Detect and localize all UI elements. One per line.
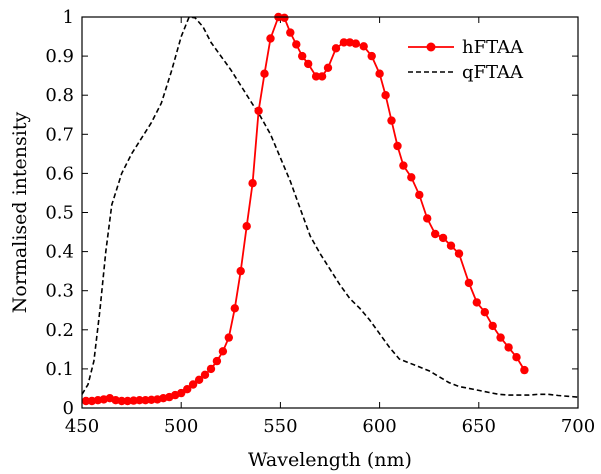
legend-label-hFTAA: hFTAA [462, 37, 524, 58]
y-tick-label-0.5: 0.5 [45, 203, 74, 224]
data-point-hFTAA-57 [446, 241, 456, 250]
data-point-hFTAA-56 [438, 233, 448, 243]
data-point-hFTAA-46 [367, 51, 376, 61]
legend: hFTAA qFTAA [408, 37, 524, 83]
x-tick-label-600: 600 [362, 416, 396, 437]
y-tick-label-0.1: 0.1 [45, 359, 74, 380]
data-point-hFTAA-21 [206, 364, 216, 374]
data-point-hFTAA-27 [242, 222, 251, 231]
data-point-hFTAA-48 [381, 91, 390, 100]
x-axis-label: Wavelength (nm) [248, 449, 412, 471]
data-point-hFTAA-0 [81, 396, 91, 406]
data-point-hFTAA-22 [212, 356, 222, 366]
legend-label-qFTAA: qFTAA [462, 62, 524, 83]
series-line-qFTAA [81, 16, 579, 398]
data-point-hFTAA-39 [317, 72, 327, 81]
y-axis-label: Normalised intensity [9, 112, 31, 314]
data-point-hFTAA-61 [480, 308, 489, 317]
data-point-hFTAA-17 [183, 385, 192, 394]
y-tick-label-0.6: 0.6 [45, 163, 74, 184]
y-tick-label-0.4: 0.4 [45, 242, 74, 263]
data-point-hFTAA-60 [472, 298, 481, 307]
data-point-hFTAA-50 [393, 141, 402, 151]
y-tick-label-0: 0 [63, 398, 74, 419]
data-point-hFTAA-53 [415, 190, 424, 200]
data-point-hFTAA-54 [423, 214, 432, 223]
y-tick-label-0.2: 0.2 [45, 320, 74, 341]
y-tick-label-0.7: 0.7 [45, 124, 74, 145]
data-point-hFTAA-34 [286, 28, 295, 37]
y-tick-label-0.9: 0.9 [45, 46, 74, 67]
data-point-hFTAA-7 [123, 396, 132, 406]
y-tick-label-0.8: 0.8 [45, 85, 74, 106]
data-point-hFTAA-28 [248, 179, 257, 188]
data-point-hFTAA-25 [230, 304, 239, 313]
data-point-hFTAA-52 [407, 173, 416, 182]
x-tick-label-450: 450 [65, 416, 99, 437]
data-point-hFTAA-6 [117, 396, 126, 406]
data-point-hFTAA-64 [504, 343, 513, 352]
data-point-hFTAA-11 [147, 395, 156, 404]
data-point-hFTAA-35 [292, 40, 301, 49]
data-point-hFTAA-44 [351, 39, 360, 48]
data-point-hFTAA-42 [339, 38, 349, 47]
y-tick-label-0.3: 0.3 [45, 281, 74, 302]
x-tick-label-700: 700 [561, 416, 595, 437]
data-point-hFTAA-36 [298, 51, 307, 61]
data-point-hFTAA-59 [464, 278, 474, 288]
data-point-hFTAA-19 [194, 375, 204, 384]
data-point-hFTAA-38 [311, 72, 321, 81]
data-point-hFTAA-29 [254, 106, 263, 116]
data-point-hFTAA-31 [266, 34, 275, 43]
y-tick-label-1: 1 [63, 7, 74, 28]
data-point-hFTAA-18 [188, 380, 198, 389]
plot-frame [81, 16, 579, 409]
data-point-hFTAA-41 [331, 44, 341, 53]
data-point-hFTAA-24 [224, 333, 233, 342]
data-point-hFTAA-66 [520, 365, 529, 375]
data-point-hFTAA-45 [359, 42, 368, 51]
data-point-hFTAA-26 [236, 266, 245, 276]
series-layer [81, 12, 579, 406]
legend-marker-hFTAA [426, 42, 436, 52]
data-point-hFTAA-47 [375, 69, 384, 78]
tick-labels: 450 500 550 600 650 700 0 0.1 0.2 0.3 0.4 0.5 0.6 0.7… [45, 7, 595, 437]
series-line-hFTAA [86, 16, 526, 402]
data-point-hFTAA-33 [280, 13, 289, 22]
data-point-hFTAA-23 [218, 347, 228, 356]
data-point-hFTAA-9 [135, 396, 144, 405]
x-tick-label-650: 650 [462, 416, 496, 437]
data-point-hFTAA-30 [260, 69, 269, 78]
data-point-hFTAA-49 [387, 116, 396, 125]
data-point-hFTAA-40 [323, 63, 333, 72]
data-point-hFTAA-58 [454, 249, 464, 258]
data-point-hFTAA-63 [496, 333, 505, 342]
data-point-hFTAA-62 [488, 321, 497, 331]
data-point-hFTAA-20 [200, 370, 210, 379]
x-tick-label-500: 500 [164, 416, 198, 437]
data-point-hFTAA-16 [177, 388, 186, 398]
data-point-hFTAA-51 [399, 161, 408, 170]
data-point-hFTAA-37 [304, 59, 313, 69]
data-point-hFTAA-55 [431, 229, 440, 239]
data-point-hFTAA-65 [512, 353, 521, 362]
x-tick-label-550: 550 [263, 416, 297, 437]
